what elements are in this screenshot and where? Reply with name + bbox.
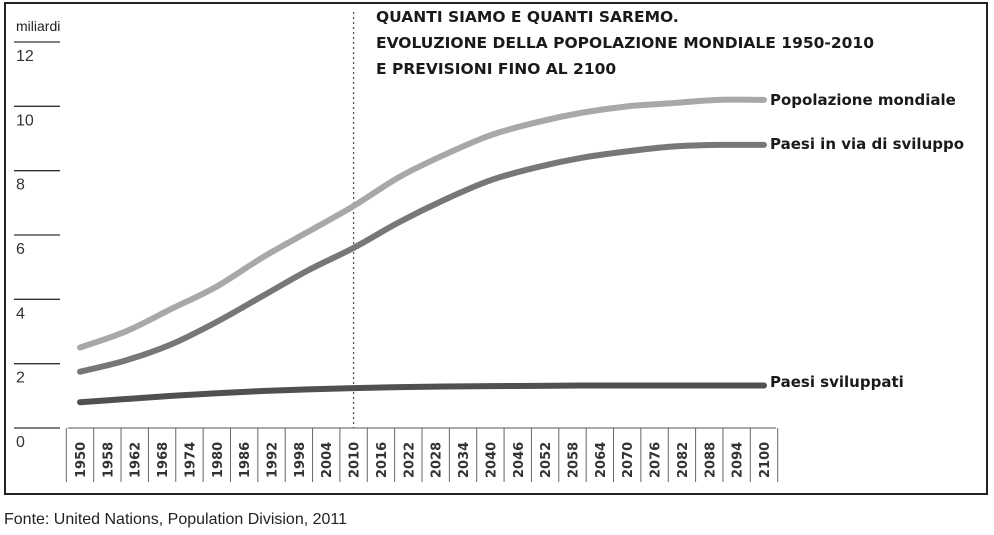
x-tick-label-1992: 1992	[266, 442, 281, 478]
chart-title-line-2: EVOLUZIONE DELLA POPOLAZIONE MONDIALE 19…	[376, 34, 874, 52]
chart-title-line-1: QUANTI SIAMO E QUANTI SAREMO.	[376, 8, 679, 26]
x-tick-label-2034: 2034	[457, 442, 472, 478]
y-tick-label-12: 12	[16, 48, 34, 65]
y-tick-label-6: 6	[16, 241, 25, 258]
x-tick-label-2070: 2070	[621, 442, 636, 478]
x-tick-label-2100: 2100	[758, 442, 773, 478]
x-tick-label-2022: 2022	[402, 442, 417, 478]
x-tick-label-2094: 2094	[731, 442, 746, 478]
y-tick-label-2: 2	[16, 370, 25, 387]
x-tick-label-2052: 2052	[539, 442, 554, 478]
x-tick-label-1968: 1968	[156, 442, 171, 478]
x-tick-label-2016: 2016	[375, 442, 390, 478]
x-tick-label-1974: 1974	[183, 442, 198, 478]
series-label-popolazione-mondiale: Popolazione mondiale	[770, 91, 956, 109]
chart-canvas: 0 2 4 6 8 10 12 1950 1958 1962 1968 1974 1980 1986 199…	[14, 12, 779, 482]
series-label-paesi-in-via-di-sviluppo: Paesi in via di sviluppo	[770, 135, 965, 153]
x-tick-label-2076: 2076	[649, 442, 664, 478]
x-tick-label-1980: 1980	[211, 442, 226, 478]
x-tick-label-2004: 2004	[320, 442, 335, 478]
x-tick-label-1958: 1958	[101, 442, 116, 478]
x-tick-label-2082: 2082	[676, 442, 691, 478]
x-tick-label-1998: 1998	[293, 442, 308, 478]
chart-frame	[4, 2, 988, 495]
series-line-paesi-sviluppati	[77, 382, 767, 406]
x-tick-label-2028: 2028	[430, 442, 445, 478]
series-label-paesi-sviluppati: Paesi sviluppati	[770, 373, 904, 391]
x-tick-label-2058: 2058	[566, 442, 581, 478]
y-axis-unit-label: miliardi	[16, 18, 61, 34]
x-tick-label-2088: 2088	[703, 442, 718, 478]
chart-title-line-3: E PREVISIONI FINO AL 2100	[376, 60, 617, 78]
x-tick-label-1962: 1962	[129, 442, 144, 478]
x-tick-label-2064: 2064	[594, 442, 609, 478]
x-tick-label-1986: 1986	[238, 442, 253, 478]
x-tick-label-2040: 2040	[484, 442, 499, 478]
series-line-popolazione-mondiale	[77, 96, 767, 351]
y-tick-label-4: 4	[16, 305, 25, 322]
y-tick-label-8: 8	[16, 177, 25, 194]
x-tick-label-2046: 2046	[512, 442, 527, 478]
x-tick-label-2010: 2010	[348, 442, 363, 478]
x-tick-label-1950: 1950	[74, 442, 89, 478]
y-tick-label-10: 10	[16, 112, 34, 129]
series-line-paesi-in-via-di-sviluppo	[77, 141, 767, 375]
y-tick-label-0: 0	[16, 434, 25, 451]
source-note: Fonte: United Nations, Population Divisi…	[4, 511, 348, 528]
